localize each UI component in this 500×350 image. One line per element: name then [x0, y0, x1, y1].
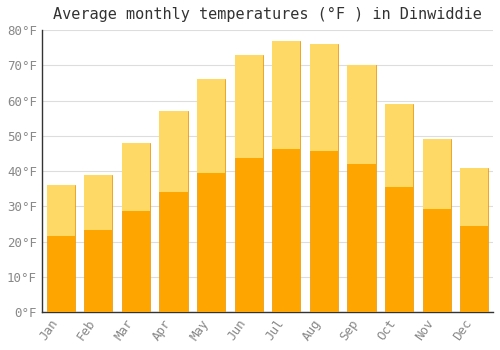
Bar	[234, 55, 262, 312]
Bar	[385, 104, 413, 187]
Bar	[385, 104, 413, 312]
Bar	[46, 185, 74, 236]
Bar	[122, 143, 150, 312]
Bar	[84, 175, 112, 312]
Bar	[422, 139, 451, 209]
Bar	[197, 79, 225, 173]
Bar	[310, 44, 338, 312]
Bar	[272, 41, 300, 149]
Bar	[234, 55, 262, 158]
Bar	[348, 65, 376, 312]
Bar	[197, 79, 225, 312]
Bar	[310, 44, 338, 152]
Title: Average monthly temperatures (°F ) in Dinwiddie: Average monthly temperatures (°F ) in Di…	[53, 7, 482, 22]
Bar	[160, 111, 188, 192]
Bar	[46, 185, 74, 312]
Bar	[160, 111, 188, 312]
Bar	[460, 168, 488, 312]
Bar	[460, 168, 488, 225]
Bar	[422, 139, 451, 312]
Bar	[272, 41, 300, 312]
Bar	[122, 143, 150, 211]
Bar	[348, 65, 376, 164]
Bar	[84, 175, 112, 230]
